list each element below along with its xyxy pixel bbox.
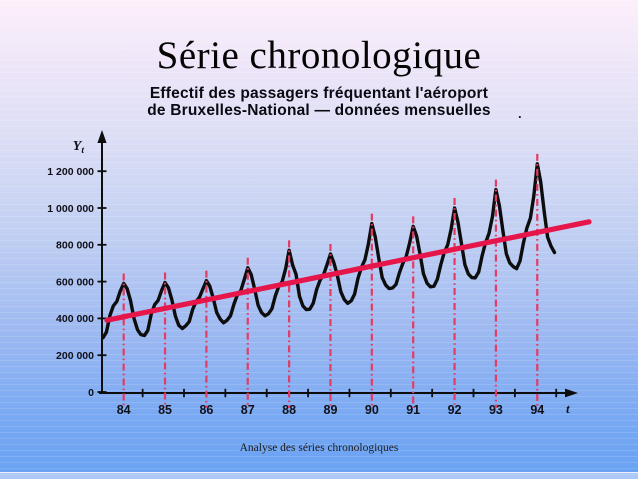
x-axis-arrow-icon	[565, 388, 578, 398]
y-axis-ticks-and-labels: 1 200 000 1 000 000 800 000 600 000 400 000 2…	[47, 166, 107, 399]
slide-title: Série chronologique	[156, 34, 482, 77]
y-axis-symbol: Yt	[73, 139, 85, 156]
stray-period-mark: .	[518, 106, 522, 121]
x-tick-label: 90	[365, 403, 379, 417]
y-tick-label: 1 200 000	[47, 166, 94, 178]
y-axis-arrow-icon	[97, 130, 107, 143]
x-tick-label: 87	[241, 403, 255, 417]
y-tick-label: 0	[88, 387, 94, 399]
y-axis-subscript: t	[81, 146, 84, 156]
y-tick-label: 1 000 000	[47, 203, 94, 215]
y-tick-label: 200 000	[56, 350, 94, 362]
x-tick-label: 92	[448, 403, 462, 417]
y-tick-label: 800 000	[56, 240, 94, 252]
slide-footer: Analyse des séries chronologiques	[239, 442, 399, 454]
chart-heading: Effectif des passagers fréquentant l'aér…	[0, 85, 638, 119]
x-tick-label: 84	[117, 403, 131, 417]
y-tick-label: 600 000	[56, 276, 94, 288]
x-tick-label: 86	[199, 403, 213, 417]
y-tick-label: 400 000	[56, 313, 94, 325]
x-axis-symbol: t	[566, 401, 570, 416]
x-tick-label: 91	[406, 403, 420, 417]
chart-heading-line1: Effectif des passagers fréquentant l'aér…	[149, 85, 489, 102]
passenger-series-curve	[101, 162, 557, 340]
axes	[97, 130, 578, 398]
seasonal-peak-lines	[122, 153, 539, 408]
x-axis-ticks-and-labels: 84 85 86 87 88 89 90 91 92 93 94	[117, 388, 558, 417]
x-tick-label: 85	[158, 403, 172, 417]
x-tick-label: 89	[324, 403, 338, 417]
chart-heading-line2: de Bruxelles-National — données mensuell…	[147, 101, 491, 119]
x-tick-label: 94	[530, 403, 544, 417]
trend-line	[104, 219, 592, 323]
x-tick-label: 88	[282, 403, 296, 417]
x-tick-label: 93	[489, 403, 503, 417]
